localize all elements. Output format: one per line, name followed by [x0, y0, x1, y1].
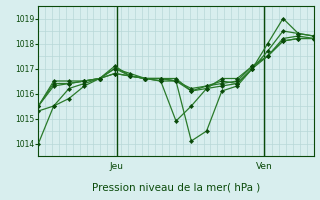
Text: Ven: Ven — [256, 162, 272, 171]
Text: Jeu: Jeu — [110, 162, 124, 171]
Text: Pression niveau de la mer( hPa ): Pression niveau de la mer( hPa ) — [92, 183, 260, 193]
